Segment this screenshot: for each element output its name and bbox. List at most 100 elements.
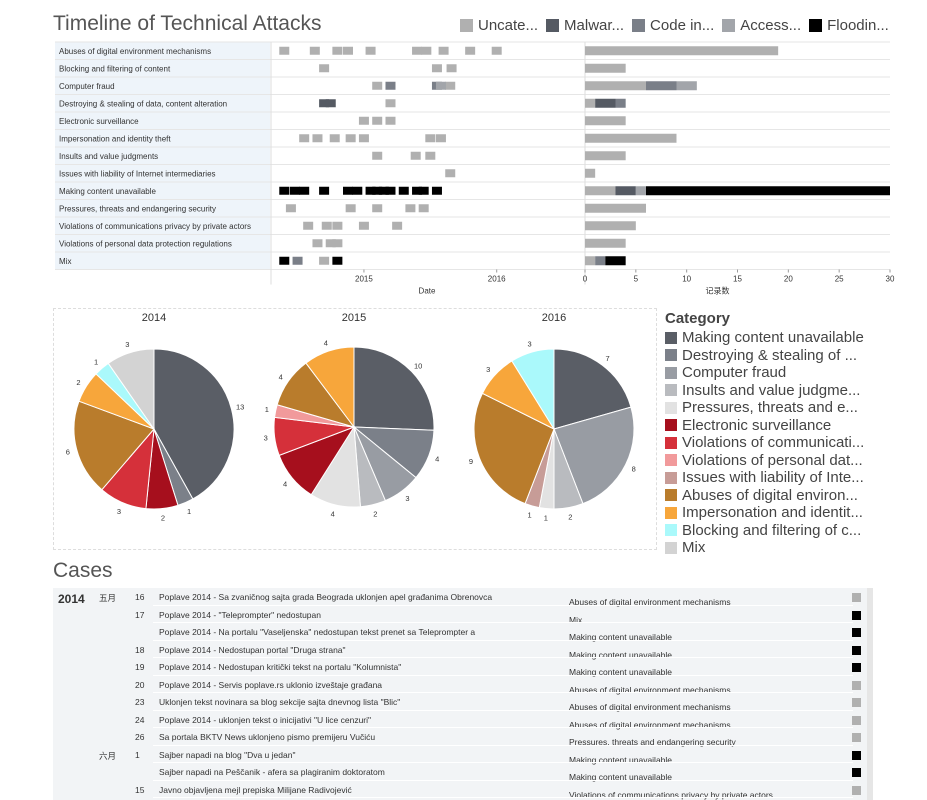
pie-legend-item[interactable]: Computer fraud	[665, 364, 927, 382]
pie-legend-item[interactable]: Violations of communicati...	[665, 434, 927, 452]
case-title[interactable]: Sa portala BKTV News uklonjeno pismo pre…	[159, 732, 376, 742]
case-title[interactable]: Poplave 2014 - Nedostupan kritički tekst…	[159, 662, 402, 672]
legend-swatch	[665, 331, 677, 344]
page-title: Timeline of Technical Attacks	[53, 12, 322, 35]
case-title[interactable]: Poplave 2014 - Nedostupan portal "Druga …	[159, 644, 346, 655]
category-label: Violations of personal data protection r…	[59, 239, 232, 248]
legend-item-malware[interactable]: Malwar...	[546, 17, 624, 34]
case-title[interactable]: Sajber napadi na Peščanik - afera sa pla…	[159, 767, 385, 777]
table-row[interactable]: 24 Poplave 2014 - uklonjen tekst o inicij…	[53, 711, 873, 730]
row-divider	[153, 709, 853, 711]
legend-swatch	[809, 18, 823, 32]
case-title[interactable]: Sajber napadi na blog "Dva u jedan"	[159, 749, 296, 760]
legend-swatch	[665, 524, 677, 537]
case-category: Abuses of digital environment mechanisms	[569, 702, 731, 712]
timeline-mark	[431, 186, 442, 195]
legend-label: Impersonation and identit...	[682, 504, 863, 522]
table-row[interactable]: 18 Poplave 2014 - Nedostupan portal "Drug…	[53, 641, 873, 660]
case-type-marker	[852, 698, 861, 707]
row-divider	[153, 744, 853, 746]
bar-tick-label: 5	[634, 275, 639, 284]
legend-swatch	[665, 401, 677, 414]
case-type-marker	[852, 768, 861, 777]
timeline-mark	[299, 186, 310, 195]
row-divider	[153, 674, 853, 676]
timeline-mark	[325, 99, 336, 108]
pie-legend-item[interactable]: Electronic surveillance	[665, 417, 927, 435]
pie-legend-item[interactable]: Issues with liability of Inte...	[665, 469, 927, 487]
timeline-mark	[412, 46, 423, 55]
pie-legend-item[interactable]: Insults and value judgme...	[665, 382, 927, 400]
bar-tick-label: 30	[886, 275, 895, 284]
pie-legend-item[interactable]: Blocking and filtering of c...	[665, 522, 927, 540]
table-row[interactable]: Sajber napadi na Peščanik - afera sa pla…	[53, 763, 873, 782]
bar-tick-label: 0	[583, 275, 588, 284]
pie-legend-item[interactable]: Destroying & stealing of ...	[665, 347, 927, 365]
case-type-marker	[852, 750, 861, 760]
pie-legend-item[interactable]: Impersonation and identit...	[665, 504, 927, 522]
table-row[interactable]: 26 Sa portala BKTV News uklonjeno pismo p…	[53, 728, 873, 747]
legend-item-flooding[interactable]: Floodin...	[809, 17, 889, 34]
timeline-mark	[372, 204, 383, 213]
case-day: 15	[135, 784, 145, 795]
table-row[interactable]: 19 Poplave 2014 - Nedostupan kritički tek…	[53, 658, 873, 677]
category-label: Mix	[59, 257, 71, 266]
table-row[interactable]: 五月 16 Poplave 2014 - Sa zvaničnog sajta gr…	[53, 588, 873, 607]
pie-legend-item[interactable]: Abuses of digital environ...	[665, 487, 927, 505]
cases-scrollbar[interactable]	[867, 588, 873, 800]
pie-legend-item[interactable]: Pressures, threats and e...	[665, 399, 927, 417]
bar-segment	[585, 203, 646, 213]
case-month: 五月	[99, 593, 117, 603]
bar-segment	[585, 168, 596, 178]
table-row[interactable]: 15 Javno objavljena mejl prepiska Milijan…	[53, 781, 873, 800]
pie-legend-item[interactable]: Mix	[665, 539, 927, 557]
legend-label: Uncate...	[478, 16, 539, 34]
timeline-mark	[358, 116, 369, 125]
legend-swatch	[722, 18, 736, 32]
case-title[interactable]: Poplave 2014 - Servis poplave.rs uklonio…	[159, 679, 383, 690]
case-title[interactable]: Poplave 2014 - uklonjen tekst o inicijat…	[159, 714, 372, 725]
legend-swatch	[460, 18, 473, 32]
pie-charts-panel: 2014 13 1 2 3 6 2 1 3 2015 10 4 3 2 4 4 3 1 4 4 2016 7 8 2 1 1 9 3 3	[53, 308, 657, 550]
table-row[interactable]: 20 Poplave 2014 - Servis poplave.rs uklon…	[53, 676, 873, 695]
case-type-marker	[852, 785, 861, 795]
pie-slice-label: 7	[606, 354, 610, 363]
pie-legend-item[interactable]: Violations of personal dat...	[665, 452, 927, 470]
category-label: Issues with liability of Internet interm…	[59, 169, 216, 178]
case-title[interactable]: Javno objavljena mejl prepiska Milijane …	[159, 784, 352, 795]
case-type-marker	[852, 715, 861, 725]
timeline-mark	[435, 134, 446, 143]
pie-slice-label: 1	[528, 511, 532, 520]
timeline-mark	[343, 46, 354, 55]
timeline-mark	[332, 221, 343, 230]
case-day: 26	[135, 732, 145, 742]
case-title[interactable]: Poplave 2014 - Sa zvaničnog sajta grada …	[159, 592, 493, 602]
category-label: Computer fraud	[59, 82, 115, 91]
pie-legend-item[interactable]: Making content unavailable	[665, 329, 927, 347]
table-row[interactable]: 17 Poplave 2014 - "Teleprompter" nedostup…	[53, 606, 873, 625]
timeline-mark	[312, 239, 323, 248]
table-row[interactable]: 23 Uklonjen tekst novinara sa blog sekcij…	[53, 693, 873, 712]
legend-item-access[interactable]: Access...	[722, 17, 801, 34]
timeline-mark	[312, 134, 323, 143]
legend-label: Access...	[740, 16, 802, 34]
pie-slice-label: 2	[373, 509, 377, 518]
cases-title: Cases	[53, 559, 113, 582]
pie-slice	[73, 400, 155, 491]
case-title[interactable]: Poplave 2014 - Na portalu "Vaseljenska" …	[159, 627, 476, 637]
case-title[interactable]: Poplave 2014 - "Teleprompter" nedostupan	[159, 609, 321, 620]
timeline-mark	[491, 46, 502, 55]
case-title[interactable]: Uklonjen tekst novinara sa blog sekcije …	[159, 697, 401, 707]
table-row[interactable]: 六月 1 Sajber napadi na blog "Dva u jedan" Ma…	[53, 746, 873, 765]
timeline-mark	[385, 81, 396, 90]
legend-item-uncategorized[interactable]: Uncate...	[460, 17, 538, 34]
timeline-mark	[309, 46, 320, 55]
timeline-mark	[289, 186, 300, 195]
pie-slice-label: 4	[324, 339, 328, 348]
legend-item-code[interactable]: Code in...	[632, 17, 714, 34]
pie-slice	[153, 348, 235, 500]
table-row[interactable]: Poplave 2014 - Na portalu "Vaseljenska" …	[53, 623, 873, 642]
pie-slice-label: 9	[469, 457, 473, 466]
timeline-mark	[332, 239, 343, 248]
case-day: 1	[135, 749, 140, 760]
